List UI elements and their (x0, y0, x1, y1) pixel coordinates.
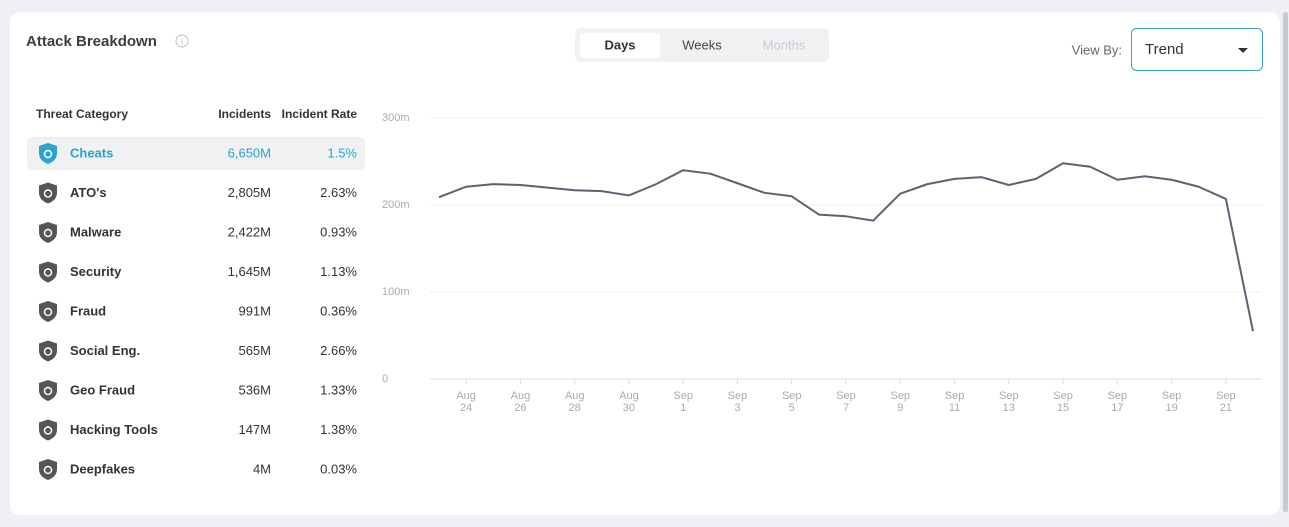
y-tick-label: 200m (382, 199, 410, 211)
category-name: Deepfakes (70, 461, 135, 476)
caret (1238, 48, 1248, 53)
incident-rate: 0.03% (320, 461, 357, 476)
trend-line (438, 162, 1254, 332)
x-tick-label: Sep 17 (1108, 390, 1128, 414)
incident-rate: 0.93% (320, 224, 357, 239)
incident-rate: 1.33% (320, 382, 357, 397)
category-name: Malware (70, 224, 121, 239)
x-tick-label: Sep 13 (999, 390, 1019, 414)
category-icon (39, 340, 57, 362)
tab-active (580, 33, 660, 58)
tab[interactable]: Days (604, 37, 635, 52)
category-icon (39, 301, 57, 322)
category-name: ATO's (70, 185, 107, 200)
category-icon (39, 143, 57, 164)
incidents: 4M (253, 461, 271, 476)
incident-rate: 0.36% (320, 303, 357, 318)
icon-detail (43, 307, 53, 317)
category-icon (39, 459, 57, 480)
incident-rate: 2.63% (320, 185, 357, 200)
incidents: 2,422M (228, 224, 271, 239)
category-name: Hacking Tools (70, 422, 158, 437)
x-tick-label: Sep 7 (836, 390, 856, 414)
icon-detail (43, 465, 53, 475)
icon-detail (43, 347, 53, 356)
category-icon (39, 419, 57, 441)
tab[interactable]: Months (763, 37, 806, 52)
incident-rate: 1.5% (327, 145, 357, 160)
incident-rate: 2.66% (320, 343, 357, 358)
x-tick-label: Sep 1 (673, 390, 693, 414)
incidents: 1,645M (228, 264, 271, 279)
x-tick-label: Sep 11 (945, 390, 965, 414)
info-icon[interactable] (175, 34, 189, 48)
incidents: 565M (238, 343, 271, 358)
col-header: Incidents (218, 107, 271, 121)
x-tick-label: Sep 3 (728, 390, 748, 414)
card (10, 12, 1280, 515)
x-tick-label: Aug 30 (619, 390, 639, 414)
icon-detail (43, 149, 53, 159)
x-tick-label: Sep 9 (890, 390, 910, 414)
x-tick-label: Sep 5 (782, 390, 802, 414)
x-tick-label: Sep 21 (1216, 390, 1236, 414)
icon-detail (43, 228, 53, 238)
y-tick-label: 300m (382, 112, 410, 124)
category-icon (39, 380, 57, 401)
incidents: 2,805M (228, 185, 271, 200)
col-header: Incident Rate (282, 107, 358, 121)
category-name: Social Eng. (70, 343, 140, 358)
scrollbar (1283, 12, 1288, 512)
x-tick-label: Aug 24 (456, 390, 476, 414)
x-tick-label: Aug 26 (511, 390, 531, 414)
category-icon (39, 182, 57, 204)
dropdown[interactable] (1131, 28, 1263, 71)
row-selected (27, 137, 365, 170)
dropdown-value: Trend (1145, 41, 1184, 58)
incidents: 6,650M (228, 145, 271, 160)
incidents: 991M (238, 303, 271, 318)
x-tick-label: Aug 28 (565, 390, 585, 414)
category-icon (39, 261, 57, 283)
view-by-label: View By: (1072, 42, 1122, 57)
y-tick-label: 0 (382, 373, 388, 385)
info-i: i (181, 36, 183, 46)
category-name: Geo Fraud (70, 382, 135, 397)
icon-detail (43, 268, 53, 277)
icon-detail (43, 189, 53, 198)
category-name: Security (70, 264, 122, 279)
incidents: 147M (238, 422, 271, 437)
icon-detail (43, 386, 53, 396)
category-icon (39, 222, 57, 243)
incident-rate: 1.38% (320, 422, 357, 437)
incidents: 536M (238, 382, 271, 397)
icon-detail (43, 426, 53, 435)
col-header: Threat Category (36, 107, 128, 121)
y-tick-label: 100m (382, 286, 410, 298)
incident-rate: 1.13% (320, 264, 357, 279)
x-tick-label: Sep 19 (1162, 390, 1182, 414)
x-tick-label: Sep 15 (1053, 390, 1073, 414)
category-name: Fraud (70, 303, 106, 318)
category-name: Cheats (70, 145, 113, 160)
tab[interactable]: Weeks (682, 37, 722, 52)
title: Attack Breakdown (26, 33, 157, 50)
